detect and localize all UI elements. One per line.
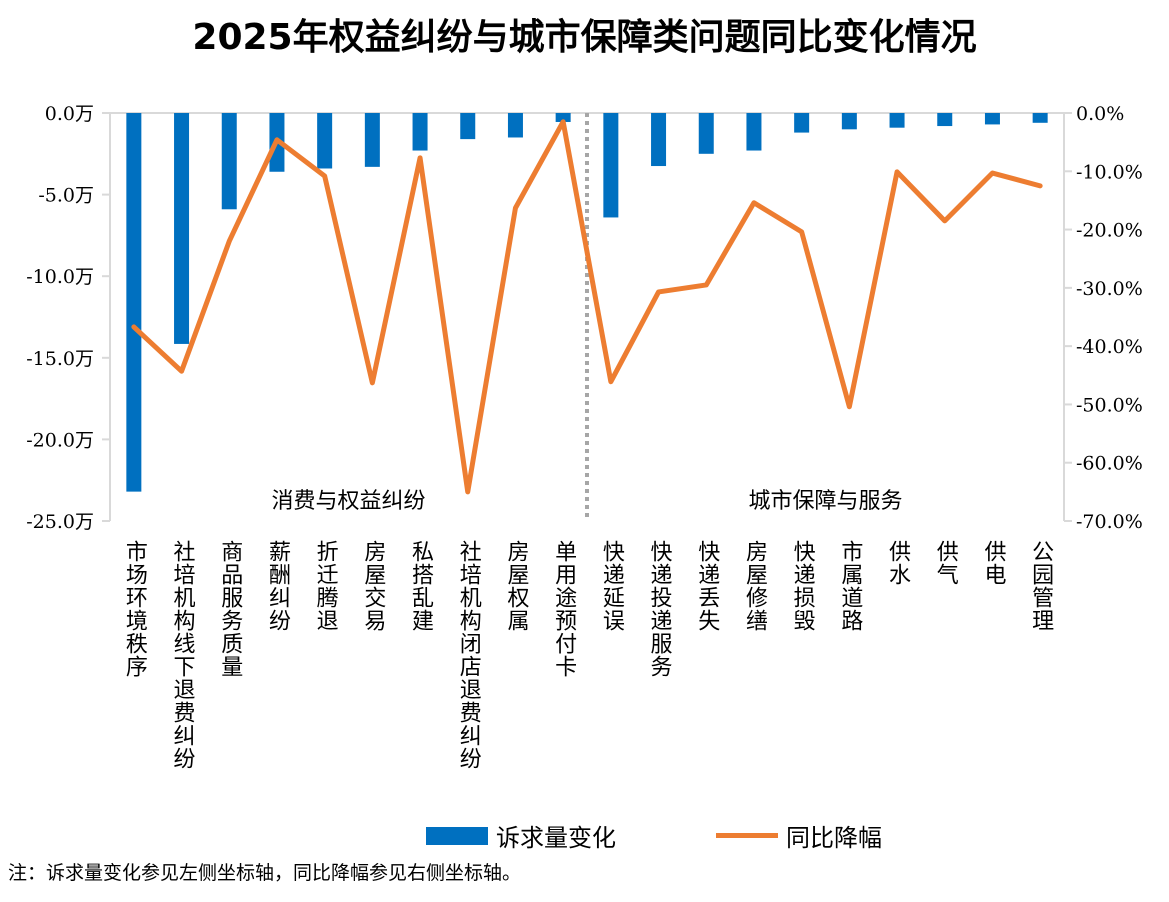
category-label: 市场环境秩序: [121, 540, 147, 678]
bar-5: [317, 113, 333, 169]
right-tick-label: 0.0%: [1076, 103, 1124, 125]
category-label: 折迁腾退: [312, 540, 338, 632]
bar-14: [746, 113, 762, 151]
bar-19: [984, 113, 1000, 125]
bar-17: [889, 113, 905, 128]
right-tick-label: -20.0%: [1076, 220, 1143, 242]
category-label: 房屋交易: [360, 540, 386, 632]
category-label: 商品服务质量: [217, 540, 243, 678]
bar-20: [1032, 113, 1048, 123]
bar-9: [507, 113, 523, 138]
bar-15: [794, 113, 810, 133]
yoy-line: [131, 119, 1043, 495]
left-tick-label: -10.0万: [26, 266, 94, 288]
chart-title: 2025年权益纠纷与城市保障类问题同比变化情况: [192, 17, 977, 58]
legend-bar-label: 诉求量变化: [496, 824, 616, 852]
bar-8: [460, 113, 476, 140]
bar-1: [126, 113, 142, 492]
category-label: 社培机构闭店退费纠纷: [455, 540, 481, 770]
right-tick-label: -50.0%: [1076, 394, 1143, 416]
left-tick-label: -25.0万: [26, 511, 94, 533]
right-tick-label: -70.0%: [1076, 511, 1143, 533]
category-label: 快递损毁: [789, 540, 815, 632]
right-tick-label: -40.0%: [1076, 336, 1143, 358]
bar-18: [937, 113, 953, 127]
legend-item-bar: 诉求量变化: [426, 818, 616, 853]
bar-11: [603, 113, 619, 218]
left-tick-label: 0.0万: [45, 103, 94, 125]
category-label: 供电: [980, 540, 1006, 586]
bar-10: [555, 113, 571, 122]
category-label: 单用途预付卡: [551, 540, 577, 678]
category-label: 供气: [932, 540, 958, 586]
group-label-2: 城市保障与服务: [748, 489, 902, 514]
category-label: 快递投递服务: [646, 540, 672, 678]
category-label: 房屋修缮: [741, 540, 767, 632]
legend-item-line: 同比降幅: [716, 818, 882, 853]
category-label: 薪酬纠纷: [264, 540, 290, 632]
left-tick-label: -20.0万: [26, 429, 94, 451]
category-label: 私搭乱建: [408, 540, 434, 632]
bar-3: [221, 113, 237, 210]
right-tick-label: -30.0%: [1076, 278, 1143, 300]
category-label: 供水: [885, 540, 911, 586]
group-label-1: 消费与权益纠纷: [271, 489, 425, 514]
bar-16: [841, 113, 857, 130]
left-tick-label: -5.0万: [38, 185, 94, 207]
category-label: 市属道路: [837, 540, 863, 632]
right-tick-label: -10.0%: [1076, 161, 1143, 183]
left-tick-label: -15.0万: [26, 348, 94, 370]
bar-13: [698, 113, 714, 154]
bar-7: [412, 113, 428, 151]
right-tick-label: -60.0%: [1076, 453, 1143, 475]
legend-line-label: 同比降幅: [786, 824, 882, 852]
bar-2: [174, 113, 190, 344]
category-label: 快递延误: [598, 540, 624, 632]
category-label: 快递丢失: [694, 540, 720, 632]
legend-line-swatch: [716, 833, 778, 838]
footnote: 注：诉求量变化参见左侧坐标轴，同比降幅参见右侧坐标轴。: [8, 862, 522, 884]
bar-12: [651, 113, 667, 167]
legend-bar-swatch: [426, 826, 488, 845]
category-label: 公园管理: [1028, 540, 1054, 632]
category-label: 房屋权属: [503, 540, 529, 632]
bar-6: [364, 113, 380, 167]
category-label: 社培机构线下退费纠纷: [169, 540, 195, 770]
